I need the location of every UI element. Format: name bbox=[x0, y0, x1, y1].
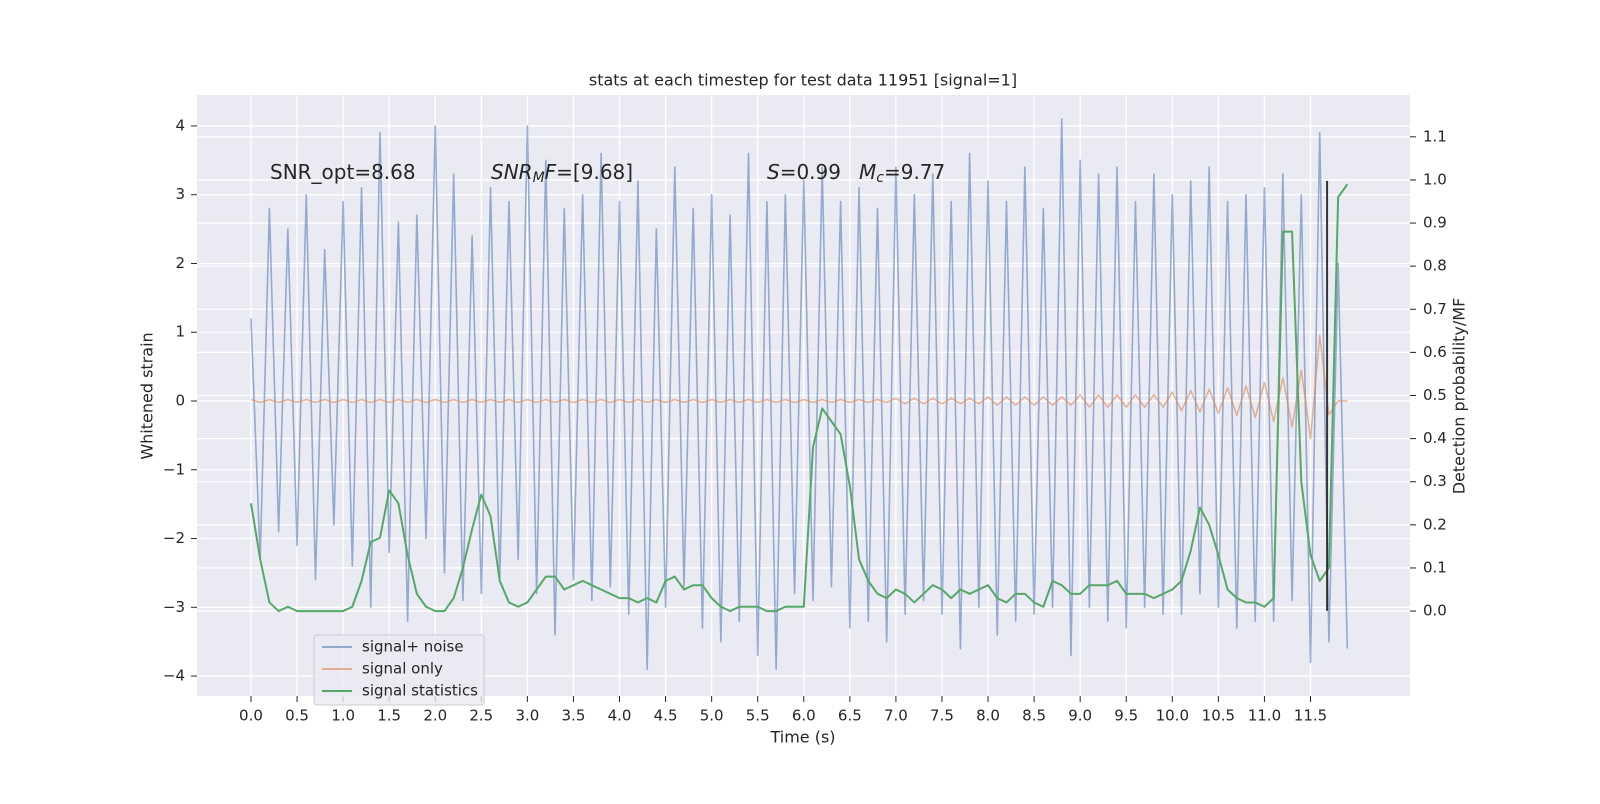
y2-tick-label: 0.0 bbox=[1423, 602, 1447, 620]
y2-axis-label: Detection probability/MF bbox=[1450, 298, 1469, 495]
y2-tick-label: 0.6 bbox=[1423, 343, 1447, 361]
annotation-part: =9.77 bbox=[884, 160, 945, 184]
annotation: S=0.99 bbox=[767, 160, 841, 184]
annotation-part: SNR_opt=8.68 bbox=[270, 160, 416, 184]
y-tick-label: −2 bbox=[163, 529, 185, 547]
x-tick-label: 7.0 bbox=[884, 707, 908, 725]
x-tick-label: 8.5 bbox=[1022, 707, 1046, 725]
annotation: SNRMF=[9.68] bbox=[491, 160, 633, 187]
y2-tick-label: 0.7 bbox=[1423, 300, 1447, 318]
y-tick-label: 1 bbox=[175, 323, 185, 341]
y-tick-label: −4 bbox=[163, 667, 185, 685]
x-tick-label: 1.5 bbox=[377, 707, 401, 725]
legend-label: signal+ noise bbox=[362, 638, 464, 656]
x-tick-label: 0.0 bbox=[239, 707, 263, 725]
y-tick-label: −3 bbox=[163, 598, 185, 616]
series-line bbox=[250, 183, 1349, 613]
x-tick-label: 1.0 bbox=[331, 707, 355, 725]
y-tick-label: −1 bbox=[163, 460, 185, 478]
y2-tick-label: 0.3 bbox=[1423, 472, 1447, 490]
y-tick-label: 4 bbox=[175, 116, 185, 134]
x-tick-label: 5.0 bbox=[700, 707, 724, 725]
series-line bbox=[250, 334, 1348, 440]
x-axis-label: Time (s) bbox=[769, 728, 835, 747]
annotation-part: =[9.68] bbox=[556, 160, 633, 184]
x-tick-label: 11.5 bbox=[1294, 707, 1327, 725]
x-tick-label: 2.5 bbox=[469, 707, 493, 725]
series-line bbox=[250, 118, 1349, 670]
y2-tick-label: 0.5 bbox=[1423, 386, 1447, 404]
y2-tick-label: 1.1 bbox=[1423, 127, 1447, 145]
x-tick-label: 3.0 bbox=[515, 707, 539, 725]
x-tick-label: 9.5 bbox=[1114, 707, 1138, 725]
annotation-part: F bbox=[545, 160, 557, 184]
y-tick-label: 3 bbox=[175, 185, 185, 203]
x-tick-label: 9.0 bbox=[1068, 707, 1092, 725]
annotation-part: M bbox=[859, 160, 876, 184]
chart-title: stats at each timestep for test data 119… bbox=[589, 71, 1017, 90]
y2-tick-label: 0.4 bbox=[1423, 429, 1447, 447]
x-tick-label: 11.0 bbox=[1248, 707, 1281, 725]
y-tick-label: 2 bbox=[175, 254, 185, 272]
annotation: SNR_opt=8.68 bbox=[270, 160, 416, 184]
x-tick-label: 10.0 bbox=[1156, 707, 1189, 725]
y2-tick-label: 0.1 bbox=[1423, 558, 1447, 576]
annotation-part: =0.99 bbox=[780, 160, 841, 184]
legend-label: signal statistics bbox=[362, 682, 478, 700]
y2-tick-label: 0.9 bbox=[1423, 214, 1447, 232]
y2-tick-label: 1.0 bbox=[1423, 170, 1447, 188]
x-tick-label: 0.5 bbox=[285, 707, 309, 725]
y-tick-label: 0 bbox=[175, 392, 185, 410]
x-tick-label: 8.0 bbox=[976, 707, 1000, 725]
x-tick-label: 4.0 bbox=[608, 707, 632, 725]
annotation: Mc=9.77 bbox=[859, 160, 945, 187]
x-tick-label: 7.5 bbox=[930, 707, 954, 725]
x-tick-label: 5.5 bbox=[746, 707, 770, 725]
y-axis-label: Whitened strain bbox=[138, 332, 157, 459]
x-tick-label: 2.0 bbox=[423, 707, 447, 725]
y2-tick-label: 0.2 bbox=[1423, 515, 1447, 533]
legend-box bbox=[313, 634, 485, 706]
annotation-part: SNR bbox=[491, 160, 533, 184]
x-tick-label: 3.5 bbox=[562, 707, 586, 725]
x-tick-label: 6.5 bbox=[838, 707, 862, 725]
legend-label: signal only bbox=[362, 660, 443, 678]
y2-tick-label: 0.8 bbox=[1423, 257, 1447, 275]
annotation-part: S bbox=[767, 160, 780, 184]
x-tick-label: 10.5 bbox=[1202, 707, 1235, 725]
marks bbox=[250, 118, 1349, 670]
annotation-part: M bbox=[533, 170, 545, 186]
labels: 0.0 0.5 1.0 1.5 2.0 2.5 3.0 3.5 4.0 4.5 5.0 5.5 6.0 6… bbox=[163, 116, 1447, 724]
annotation-part: c bbox=[876, 170, 884, 186]
x-tick-label: 6.0 bbox=[792, 707, 816, 725]
x-tick-label: 4.5 bbox=[654, 707, 678, 725]
